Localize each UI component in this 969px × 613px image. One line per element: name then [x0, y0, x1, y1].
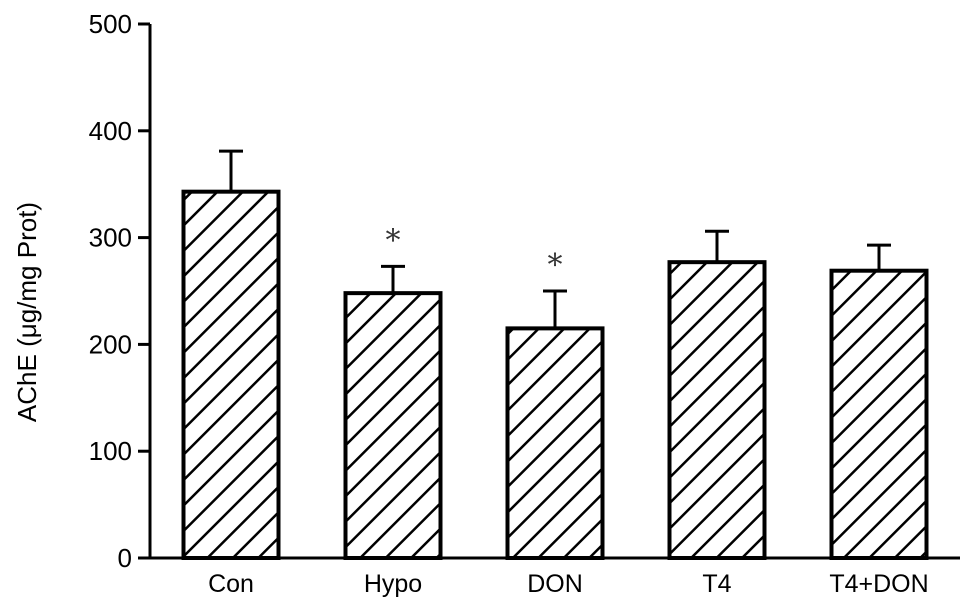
significance-marker: *: [386, 223, 401, 258]
y-tick-label: 200: [89, 329, 132, 359]
x-tick-label: Hypo: [364, 570, 422, 598]
y-tick-label: 500: [89, 9, 132, 39]
significance-marker: *: [548, 248, 563, 283]
y-tick-label: 400: [89, 116, 132, 146]
bar: [829, 268, 929, 560]
x-tick-label: T4: [702, 570, 731, 598]
x-tick-label: DON: [527, 570, 583, 598]
bar: [343, 291, 443, 560]
plot-area: 0 100 200 300 400 500 Con * Hypo * DON T4 T4+DON: [89, 9, 960, 598]
y-tick-label: 0: [118, 543, 132, 573]
bar: [505, 326, 605, 560]
bar: [181, 189, 281, 560]
bar: [667, 260, 767, 560]
y-tick-label: 300: [89, 223, 132, 253]
x-tick-label: Con: [208, 570, 254, 598]
y-tick-label: 100: [89, 436, 132, 466]
x-tick-label: T4+DON: [829, 570, 928, 598]
y-axis-title: AChE (μg/mg Prot): [12, 202, 42, 422]
